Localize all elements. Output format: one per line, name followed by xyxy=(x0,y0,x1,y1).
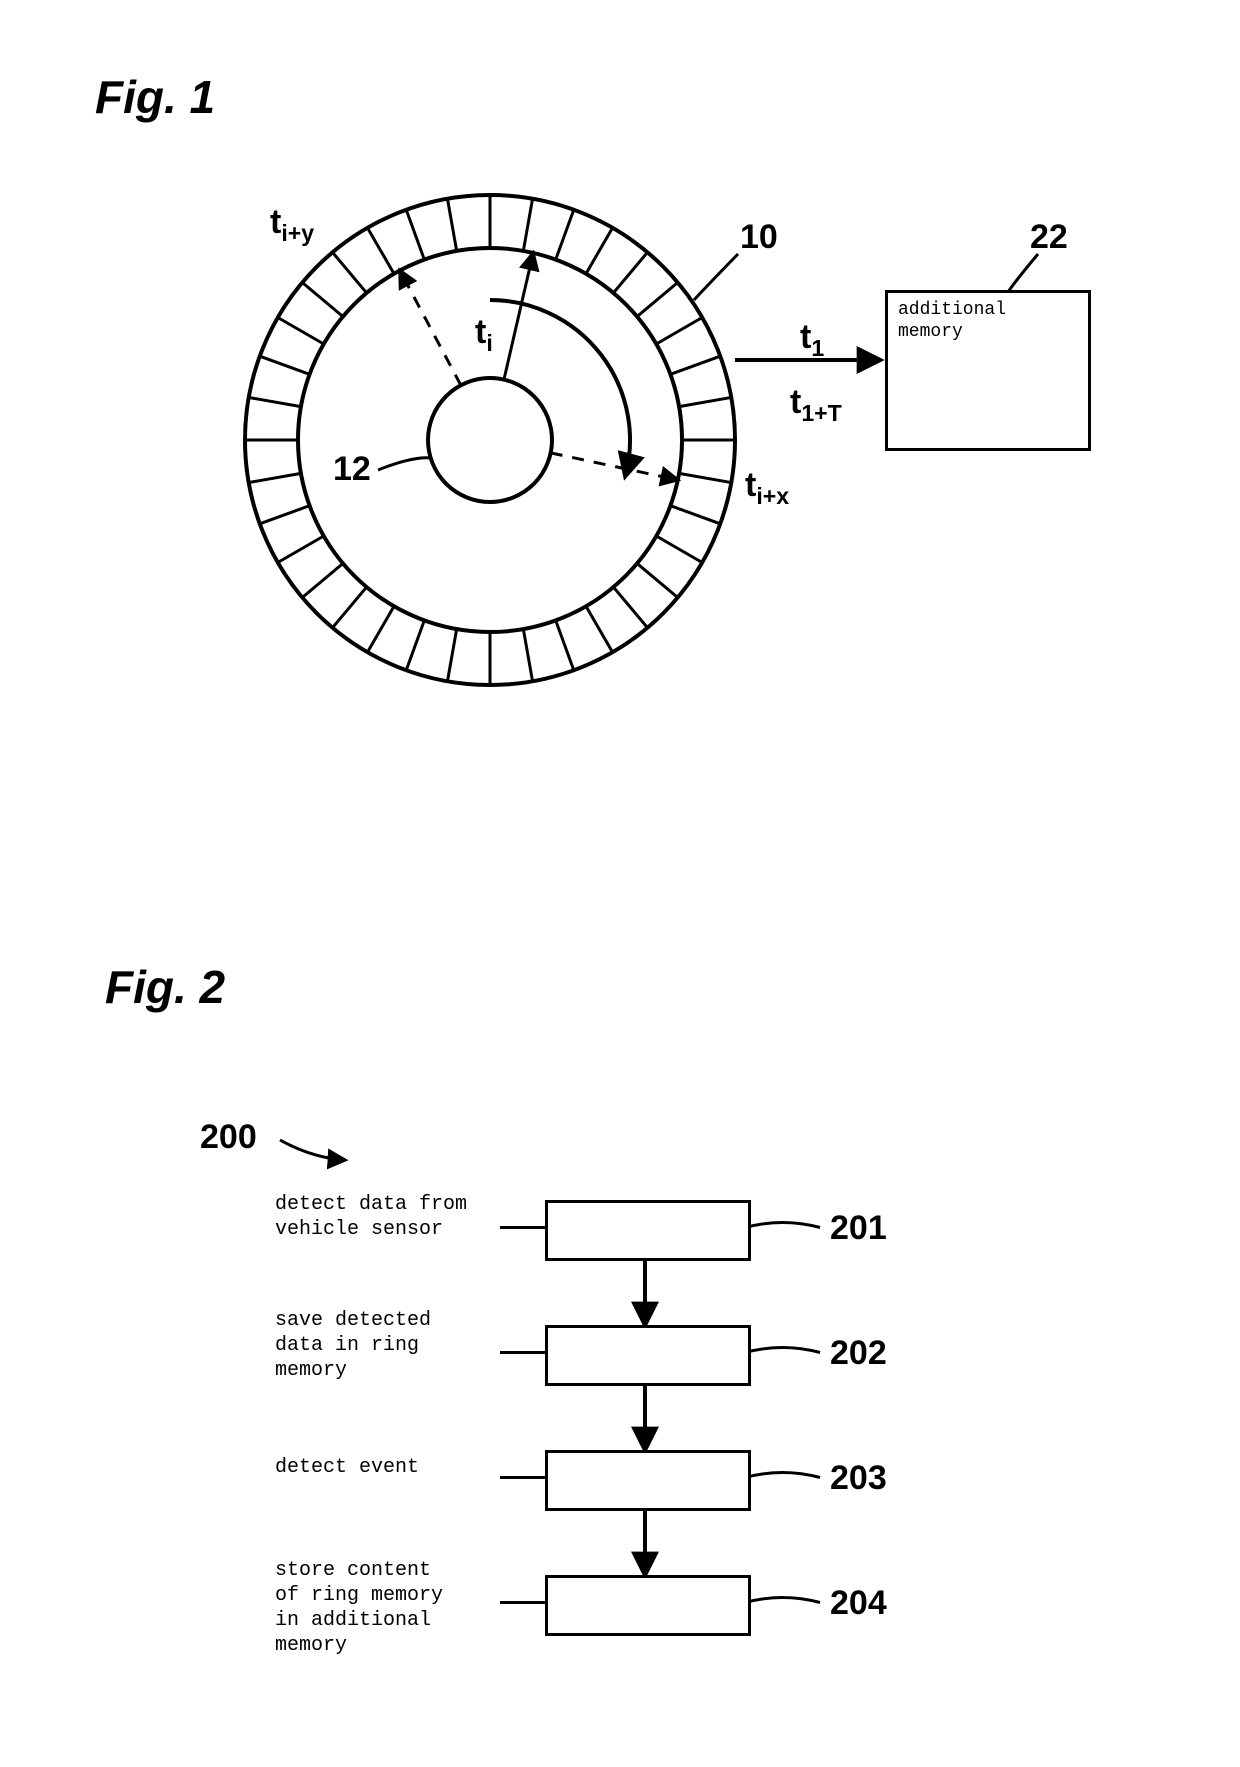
flow-step-201 xyxy=(545,1200,751,1261)
fig1-label-t1T: t1+T xyxy=(790,385,842,425)
fig1-label-ref12: 12 xyxy=(333,452,371,486)
fig2-ref-204: 204 xyxy=(830,1586,887,1620)
flow-step-202 xyxy=(545,1325,751,1386)
flow-step-text-204: store contentof ring memoryin additional… xyxy=(275,1558,443,1658)
fig1-label-ti: ti xyxy=(475,315,493,355)
fig1-label-t1: t1 xyxy=(800,320,824,360)
flow-step-203 xyxy=(545,1450,751,1511)
fig1-label-tiy: ti+y xyxy=(270,205,314,245)
fig1-label-ref10: 10 xyxy=(740,220,778,254)
flow-step-text-202: save detecteddata in ringmemory xyxy=(275,1308,431,1383)
fig2-ref-203: 203 xyxy=(830,1461,887,1495)
fig2-ref-200: 200 xyxy=(200,1120,257,1154)
fig1-label-tix: ti+x xyxy=(745,468,789,508)
fig2-ref-202: 202 xyxy=(830,1336,887,1370)
fig2-label: Fig. 2 xyxy=(105,960,225,1014)
flow-step-text-203: detect event xyxy=(275,1455,419,1480)
fig1-label-ref22: 22 xyxy=(1030,220,1068,254)
fig2-ref-201: 201 xyxy=(830,1211,887,1245)
additional-memory-label: additionalmemory xyxy=(898,300,1006,343)
flow-step-204 xyxy=(545,1575,751,1636)
fig1-label: Fig. 1 xyxy=(95,70,215,124)
flow-step-text-201: detect data fromvehicle sensor xyxy=(275,1192,467,1242)
